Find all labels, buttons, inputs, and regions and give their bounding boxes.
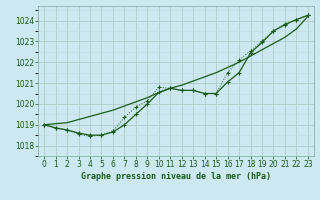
X-axis label: Graphe pression niveau de la mer (hPa): Graphe pression niveau de la mer (hPa): [81, 172, 271, 181]
